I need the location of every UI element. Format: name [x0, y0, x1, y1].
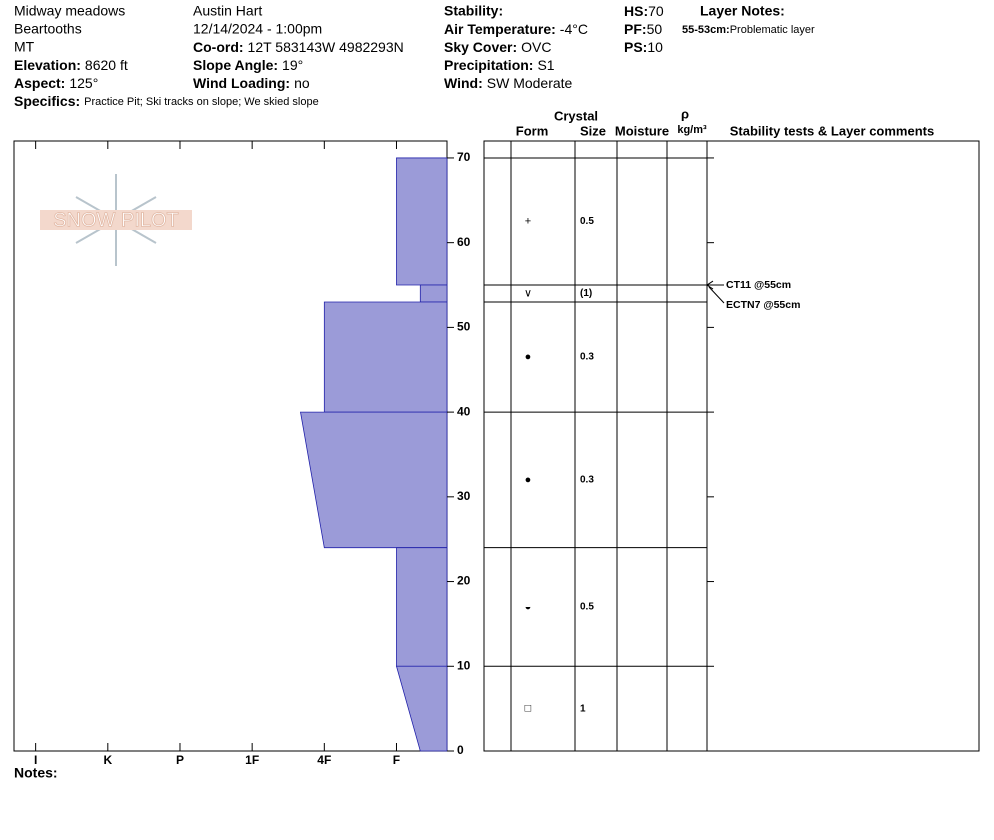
column-header: ρ: [681, 106, 689, 121]
field-label: PF:: [624, 21, 647, 37]
hardness-layer: [419, 284, 448, 303]
header-field: PF:50: [624, 21, 662, 37]
header-field: Wind: SW Moderate: [444, 75, 573, 91]
hardness-layer: [300, 411, 448, 549]
hardness-layer: [323, 301, 448, 413]
grain-form: ◒: [525, 601, 532, 613]
stability-test: ECTN7 @55cm: [726, 299, 800, 311]
field-label: Slope Angle:: [193, 57, 278, 73]
header-field: Elevation: 8620 ft: [14, 57, 128, 73]
header-text: MT: [14, 39, 35, 55]
test-arrow: [708, 286, 725, 304]
y-tick-label: 30: [457, 489, 471, 503]
notes-label: Notes:: [14, 765, 58, 781]
y-tick-label: 0: [457, 743, 464, 757]
test-arrowhead: [706, 280, 714, 290]
x-tick-label: 1F: [245, 753, 259, 767]
grain-form: ∨: [524, 287, 532, 299]
field-label: Aspect:: [14, 75, 65, 91]
x-tick-label: K: [103, 753, 112, 767]
grain-form: □: [525, 703, 532, 715]
x-tick-label: F: [393, 753, 400, 767]
header-label: Stability:: [444, 3, 503, 19]
field-value: 19°: [282, 57, 303, 73]
x-tick-label: P: [176, 753, 184, 767]
grain-form: +: [525, 215, 531, 227]
y-tick-label: 20: [457, 574, 471, 588]
field-value: Practice Pit; Ski tracks on slope; We sk…: [84, 96, 319, 108]
header-field: Specifics: Practice Pit; Ski tracks on sl…: [14, 93, 319, 109]
field-value: OVC: [521, 39, 551, 55]
header-field: PS:10: [624, 39, 663, 55]
field-label: Specifics:: [14, 93, 80, 109]
field-value: no: [294, 75, 310, 91]
y-tick-label: 10: [457, 658, 471, 672]
header-text: Midway meadows: [14, 3, 125, 19]
field-value: 10: [647, 39, 663, 55]
header-text: Beartooths: [14, 21, 82, 37]
header-field: Wind Loading: no: [193, 75, 310, 91]
field-value: 50: [647, 21, 663, 37]
field-label: HS:: [624, 3, 648, 19]
column-header: Form: [516, 123, 549, 138]
field-label: Precipitation:: [444, 57, 533, 73]
header-field: Air Temperature: -4°C: [444, 21, 588, 37]
y-tick-label: 60: [457, 235, 471, 249]
grain-size: 0.5: [580, 216, 594, 227]
column-header: Size: [580, 123, 606, 138]
layer-note: 55-53cm:Problematic layer: [682, 24, 815, 36]
layer-notes-title: Layer Notes:: [700, 3, 785, 19]
logo-text: SNOW PILOT: [53, 209, 179, 231]
header-text: 12/14/2024 - 1:00pm: [193, 21, 322, 37]
column-header: kg/m³: [677, 124, 707, 136]
field-label: Co-ord:: [193, 39, 244, 55]
header-field: Sky Cover: OVC: [444, 39, 552, 55]
header-field: Aspect: 125°: [14, 75, 98, 91]
grain-form: ●: [525, 474, 532, 486]
x-tick-label: 4F: [317, 753, 331, 767]
grain-size: (1): [580, 288, 592, 299]
hardness-layer: [396, 157, 448, 286]
grain-size: 0.5: [580, 602, 594, 613]
grain-form: ●: [525, 351, 532, 363]
grain-size: 0.3: [580, 475, 594, 486]
header-field: Slope Angle: 19°: [193, 57, 303, 73]
header-field: Co-ord: 12T 583143W 4982293N: [193, 39, 404, 55]
field-label: Wind:: [444, 75, 483, 91]
field-value: -4°C: [560, 21, 588, 37]
field-label: Elevation:: [14, 57, 81, 73]
field-label: Wind Loading:: [193, 75, 290, 91]
field-value: S1: [537, 57, 554, 73]
y-tick-label: 70: [457, 150, 471, 164]
x-tick-label: I: [34, 753, 37, 767]
field-value: SW Moderate: [487, 75, 573, 91]
field-value: 12T 583143W 4982293N: [248, 39, 404, 55]
y-tick-label: 40: [457, 404, 471, 418]
grain-size: 0.3: [580, 352, 594, 363]
header-text: Austin Hart: [193, 3, 262, 19]
hardness-layer: [396, 547, 448, 667]
layer-note-range: 55-53cm:: [682, 24, 730, 36]
stability-test: CT11 @55cm: [726, 279, 791, 291]
header-field: HS:70: [624, 3, 664, 19]
field-label: Air Temperature:: [444, 21, 556, 37]
hardness-layer: [395, 665, 448, 752]
header-field: Precipitation: S1: [444, 57, 555, 73]
field-value: 8620 ft: [85, 57, 128, 73]
layer-note-text: Problematic layer: [730, 24, 815, 36]
layer-table-frame: [483, 140, 980, 752]
field-value: 70: [648, 3, 664, 19]
field-label: Sky Cover:: [444, 39, 517, 55]
column-header: Crystal: [554, 108, 598, 123]
column-header: Moisture: [615, 123, 669, 138]
column-header: Stability tests & Layer comments: [730, 123, 934, 138]
logo-band: [40, 210, 192, 230]
field-label: PS:: [624, 39, 647, 55]
grain-size: 1: [580, 703, 586, 714]
field-value: 125°: [69, 75, 98, 91]
y-tick-label: 50: [457, 320, 471, 334]
